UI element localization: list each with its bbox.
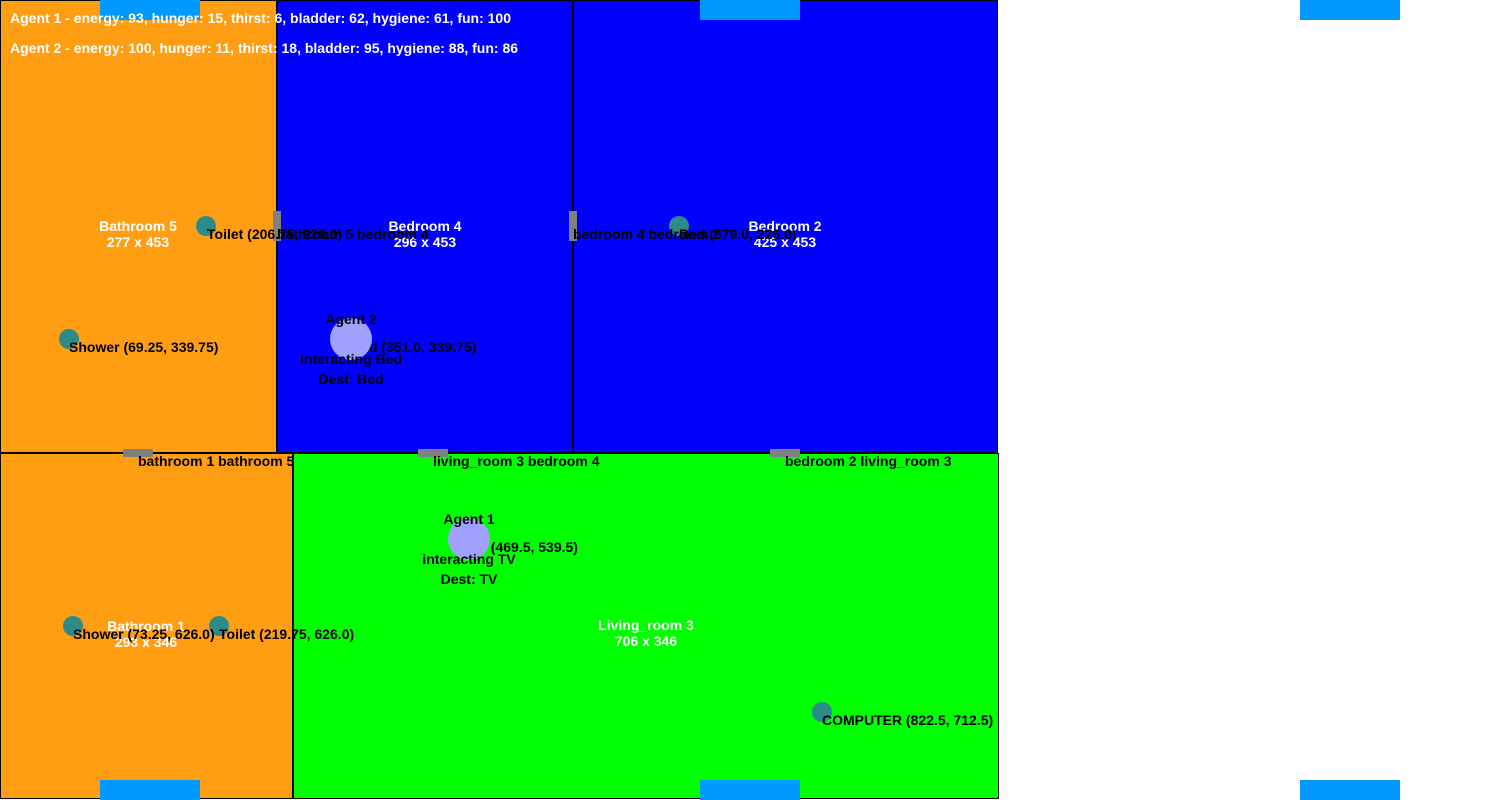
toilet-icon[interactable]	[196, 216, 216, 236]
agent-1-destination: Dest: TV	[440, 571, 498, 587]
room-label-bathroom-5: Bathroom 5 277 x 453	[99, 218, 177, 250]
room-name: Bathroom 1	[107, 618, 185, 634]
agent-1-status: interacting TV	[422, 551, 516, 567]
agent-1-avatar[interactable]	[448, 518, 490, 560]
door-label-livingroom3-bedroom4: living_room 3 bedroom 4	[433, 453, 600, 469]
shower-icon[interactable]	[63, 616, 83, 636]
door-bathroom5-bedroom4[interactable]	[273, 211, 281, 241]
room-size: 425 x 453	[753, 234, 817, 250]
shower-icon[interactable]	[59, 329, 79, 349]
toilet-icon[interactable]	[209, 616, 229, 636]
agent-2-name: Agent 2	[325, 311, 377, 327]
object-label-bed-bedroom4: Bed (351.0, 339.75)	[351, 339, 477, 355]
computer-icon[interactable]	[812, 702, 832, 722]
room-living-room-3	[293, 453, 999, 799]
object-label-shower-bathroom5: Shower (69.25, 339.75)	[69, 339, 219, 355]
bed-icon[interactable]	[669, 216, 689, 236]
room-bedroom-4	[277, 0, 573, 453]
door-livingroom3-bedroom4[interactable]	[418, 449, 448, 457]
agent-1-stats: Agent 1 - energy: 93, hunger: 15, thirst…	[10, 10, 512, 26]
room-size: 293 x 346	[114, 634, 178, 650]
window-tab-top-2	[700, 0, 800, 20]
room-name: Bedroom 2	[748, 218, 822, 234]
room-label-bedroom-2: Bedroom 2 425 x 453	[748, 218, 821, 250]
window-tab-bottom-1	[100, 780, 200, 800]
agent-2-avatar[interactable]	[330, 318, 372, 360]
object-label-computer: COMPUTER (822.5, 712.5)	[822, 712, 994, 728]
room-name: Living_room 3	[598, 617, 694, 633]
door-label-bathroom1-bathroom5: bathroom 1 bathroom 5	[138, 453, 295, 469]
room-size: 706 x 346	[614, 633, 678, 649]
agent-2-stats: Agent 2 - energy: 100, hunger: 11, thirs…	[10, 40, 519, 56]
door-bedroom4-bedroom2[interactable]	[569, 211, 577, 241]
room-size: 296 x 453	[393, 234, 457, 250]
object-label-toilet-bathroom1: Toilet (219.75, 626.0)	[219, 626, 355, 642]
room-label-bathroom-1: Bathroom 1 293 x 346	[107, 618, 185, 650]
room-bathroom-5	[0, 0, 277, 453]
object-label-toilet-bathroom5: Toilet (206.75, 226.0)	[207, 226, 343, 242]
object-label-tv-living-room: TV (469.5, 539.5)	[469, 539, 578, 555]
object-label-bed-bedroom2: Bed (679.0, 226.0)	[679, 226, 797, 242]
door-bedroom2-livingroom3[interactable]	[770, 449, 800, 457]
door-label-bathroom5-bedroom4: bathroom 5 bedroom 4	[277, 226, 429, 242]
door-label-bedroom2-livingroom3: bedroom 2 living_room 3	[785, 453, 952, 469]
window-tab-bottom-2	[700, 780, 800, 800]
window-tab-top-1	[100, 0, 200, 20]
agent-2-status: interacting Bed	[300, 351, 402, 367]
room-bathroom-1	[0, 453, 293, 799]
agent-1-name: Agent 1	[443, 511, 495, 527]
agent-2-destination: Dest: Bed	[318, 371, 384, 387]
room-name: Bathroom 5	[99, 218, 177, 234]
window-tab-top-3	[1300, 0, 1400, 20]
room-name: Bedroom 4	[388, 218, 462, 234]
object-label-shower-bathroom1: Shower (73.25, 626.0)	[73, 626, 215, 642]
door-bathroom1-bathroom5[interactable]	[123, 449, 153, 457]
door-label-bedroom4-bedroom2: bedroom 4 bedroom 2	[573, 226, 721, 242]
window-tab-bottom-3	[1300, 780, 1400, 800]
room-label-living-room-3: Living_room 3 706 x 346	[598, 617, 694, 649]
room-size: 277 x 453	[106, 234, 170, 250]
room-label-bedroom-4: Bedroom 4 296 x 453	[388, 218, 461, 250]
